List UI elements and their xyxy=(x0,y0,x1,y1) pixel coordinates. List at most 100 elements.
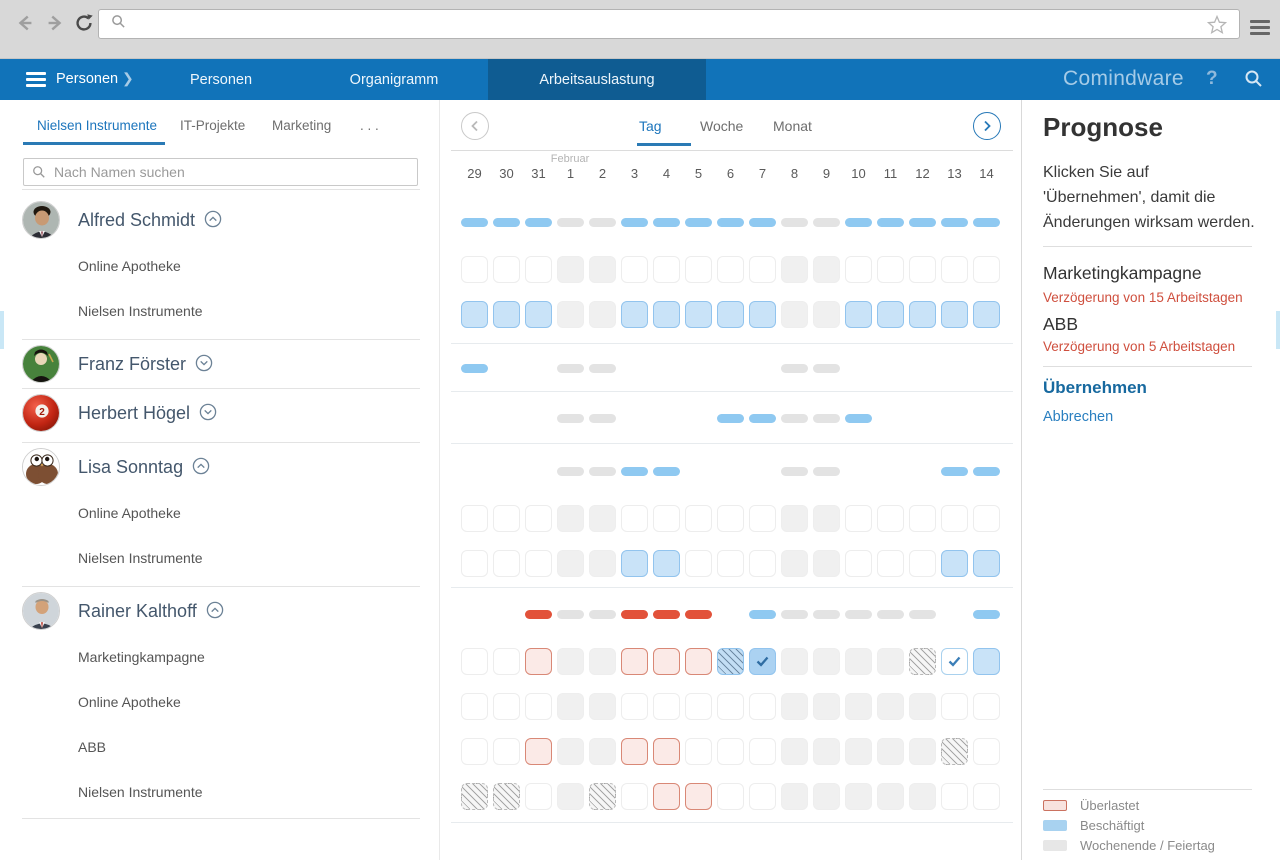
workload-cell[interactable] xyxy=(461,738,488,765)
workload-cell[interactable] xyxy=(493,505,520,532)
person-row[interactable]: 2 Herbert Högel xyxy=(0,390,440,436)
sidebar-tab-3[interactable]: . . . xyxy=(360,118,379,133)
workload-cell[interactable] xyxy=(813,505,840,532)
workload-cell[interactable] xyxy=(653,505,680,532)
workload-cell[interactable] xyxy=(685,550,712,577)
workload-cell[interactable] xyxy=(909,783,936,810)
workload-cell[interactable] xyxy=(845,648,872,675)
workload-cell[interactable] xyxy=(493,783,520,810)
workload-cell[interactable] xyxy=(589,505,616,532)
workload-cell[interactable] xyxy=(557,648,584,675)
expand-chevron-icon[interactable] xyxy=(195,354,213,377)
sidebar-tab-0[interactable]: Nielsen Instrumente xyxy=(37,118,158,133)
workload-cell[interactable] xyxy=(461,783,488,810)
workload-cell[interactable] xyxy=(973,256,1000,283)
workload-cell[interactable] xyxy=(973,550,1000,577)
workload-cell[interactable] xyxy=(525,301,552,328)
workload-cell[interactable] xyxy=(493,693,520,720)
workload-cell[interactable] xyxy=(781,256,808,283)
workload-cell[interactable] xyxy=(877,783,904,810)
global-search-icon[interactable] xyxy=(1244,69,1263,93)
workload-cell[interactable] xyxy=(621,783,648,810)
workload-cell[interactable] xyxy=(653,256,680,283)
person-row[interactable]: Alfred Schmidt xyxy=(0,197,440,243)
workload-cell[interactable] xyxy=(525,648,552,675)
workload-cell[interactable] xyxy=(877,738,904,765)
workload-cell[interactable] xyxy=(525,738,552,765)
person-row[interactable]: Rainer Kalthoff xyxy=(0,588,440,634)
workload-cell[interactable] xyxy=(525,256,552,283)
workload-cell[interactable] xyxy=(525,550,552,577)
workload-cell[interactable] xyxy=(941,505,968,532)
workload-cell[interactable] xyxy=(781,301,808,328)
help-icon[interactable]: ? xyxy=(1206,68,1218,89)
nav-tab-personen[interactable]: Personen xyxy=(189,71,253,88)
workload-cell[interactable] xyxy=(909,648,936,675)
workload-cell[interactable] xyxy=(941,550,968,577)
workload-cell[interactable] xyxy=(813,738,840,765)
workload-cell[interactable] xyxy=(621,256,648,283)
workload-cell[interactable] xyxy=(685,301,712,328)
workload-cell[interactable] xyxy=(941,783,968,810)
workload-cell[interactable] xyxy=(525,693,552,720)
workload-cell[interactable] xyxy=(621,301,648,328)
workload-cell[interactable] xyxy=(941,648,968,675)
workload-cell[interactable] xyxy=(813,256,840,283)
workload-cell[interactable] xyxy=(973,301,1000,328)
workload-cell[interactable] xyxy=(877,505,904,532)
workload-cell[interactable] xyxy=(813,550,840,577)
workload-cell[interactable] xyxy=(557,505,584,532)
workload-cell[interactable] xyxy=(781,783,808,810)
collapse-chevron-icon[interactable] xyxy=(204,210,222,233)
workload-cell[interactable] xyxy=(781,738,808,765)
workload-cell[interactable] xyxy=(877,648,904,675)
workload-cell[interactable] xyxy=(813,693,840,720)
project-row[interactable]: Online Apotheke xyxy=(78,257,181,274)
address-input[interactable] xyxy=(134,16,1231,32)
workload-cell[interactable] xyxy=(685,738,712,765)
workload-cell[interactable] xyxy=(941,256,968,283)
view-tab-monat[interactable]: Monat xyxy=(773,118,812,134)
workload-cell[interactable] xyxy=(781,648,808,675)
workload-cell[interactable] xyxy=(749,738,776,765)
project-row[interactable]: Nielsen Instrumente xyxy=(78,549,203,566)
apply-button[interactable]: Übernehmen xyxy=(1043,378,1147,397)
reload-icon[interactable] xyxy=(71,10,97,36)
workload-cell[interactable] xyxy=(653,550,680,577)
project-row[interactable]: Online Apotheke xyxy=(78,693,181,710)
next-period-button[interactable] xyxy=(973,112,1001,140)
project-row[interactable]: ABB xyxy=(78,738,107,755)
workload-cell[interactable] xyxy=(493,738,520,765)
workload-cell[interactable] xyxy=(749,648,776,675)
workload-cell[interactable] xyxy=(589,550,616,577)
workload-cell[interactable] xyxy=(717,256,744,283)
star-icon[interactable] xyxy=(1205,13,1229,42)
workload-cell[interactable] xyxy=(589,693,616,720)
workload-cell[interactable] xyxy=(589,256,616,283)
workload-cell[interactable] xyxy=(749,550,776,577)
workload-cell[interactable] xyxy=(557,301,584,328)
expand-chevron-icon[interactable] xyxy=(199,403,217,426)
nav-tab-organigramm[interactable]: Organigramm xyxy=(349,71,439,88)
workload-cell[interactable] xyxy=(493,256,520,283)
workload-cell[interactable] xyxy=(973,693,1000,720)
view-tab-woche[interactable]: Woche xyxy=(700,118,744,134)
workload-cell[interactable] xyxy=(621,738,648,765)
workload-cell[interactable] xyxy=(749,783,776,810)
workload-cell[interactable] xyxy=(909,693,936,720)
workload-cell[interactable] xyxy=(685,648,712,675)
workload-cell[interactable] xyxy=(461,648,488,675)
workload-cell[interactable] xyxy=(813,301,840,328)
workload-cell[interactable] xyxy=(717,783,744,810)
workload-cell[interactable] xyxy=(845,301,872,328)
workload-cell[interactable] xyxy=(845,256,872,283)
workload-cell[interactable] xyxy=(973,783,1000,810)
workload-cell[interactable] xyxy=(525,505,552,532)
workload-cell[interactable] xyxy=(589,783,616,810)
workload-cell[interactable] xyxy=(621,648,648,675)
workload-cell[interactable] xyxy=(781,693,808,720)
workload-cell[interactable] xyxy=(845,783,872,810)
view-tab-tag[interactable]: Tag xyxy=(639,118,662,134)
sidebar-tab-1[interactable]: IT-Projekte xyxy=(180,118,246,133)
person-row[interactable]: Lisa Sonntag xyxy=(0,444,440,490)
